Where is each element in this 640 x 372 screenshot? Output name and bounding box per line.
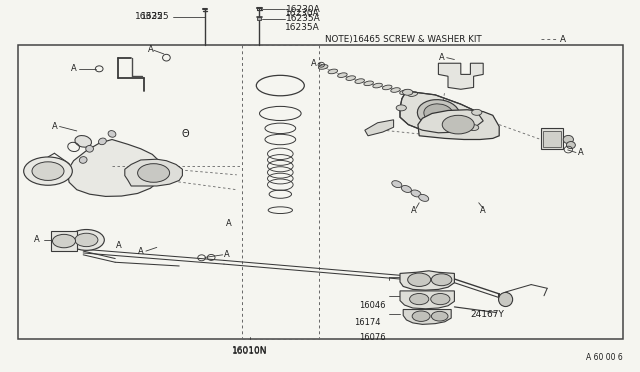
Ellipse shape — [499, 292, 513, 307]
Polygon shape — [403, 310, 451, 324]
Ellipse shape — [79, 157, 87, 163]
Ellipse shape — [75, 135, 92, 147]
Ellipse shape — [424, 104, 453, 123]
Ellipse shape — [419, 195, 429, 201]
Polygon shape — [365, 120, 394, 136]
Polygon shape — [418, 110, 499, 140]
Ellipse shape — [364, 81, 373, 86]
Text: 16235A: 16235A — [286, 14, 321, 23]
Circle shape — [431, 274, 452, 286]
Bar — [541, 128, 563, 149]
Text: 16046: 16046 — [360, 301, 386, 310]
Text: 16230A: 16230A — [286, 5, 321, 14]
Circle shape — [75, 233, 98, 247]
Ellipse shape — [338, 73, 347, 77]
Ellipse shape — [373, 83, 382, 88]
Text: A: A — [311, 59, 316, 68]
Ellipse shape — [400, 90, 409, 94]
Ellipse shape — [566, 142, 575, 149]
Ellipse shape — [108, 131, 116, 137]
Text: 16010N: 16010N — [232, 346, 268, 355]
Text: 16230A: 16230A — [285, 9, 319, 18]
Circle shape — [412, 311, 430, 321]
Circle shape — [32, 162, 64, 180]
Bar — [18, 45, 623, 339]
Ellipse shape — [401, 186, 412, 192]
Text: A: A — [71, 64, 76, 73]
Text: NOTE)16465 SCREW & WASHER KIT: NOTE)16465 SCREW & WASHER KIT — [325, 35, 482, 44]
Bar — [543, 131, 561, 147]
Text: A: A — [225, 250, 230, 259]
Bar — [257, 8, 261, 10]
Ellipse shape — [319, 65, 328, 69]
Circle shape — [24, 157, 72, 185]
Ellipse shape — [392, 181, 402, 187]
Text: A: A — [148, 45, 153, 54]
Circle shape — [442, 115, 474, 134]
Text: A: A — [138, 247, 143, 256]
Circle shape — [472, 109, 482, 115]
Ellipse shape — [408, 92, 417, 96]
Polygon shape — [400, 91, 483, 133]
Ellipse shape — [383, 85, 392, 90]
Text: 24167Y: 24167Y — [470, 310, 504, 319]
Text: 16076: 16076 — [359, 333, 386, 342]
Ellipse shape — [346, 76, 355, 80]
Circle shape — [408, 273, 431, 286]
Bar — [51, 231, 77, 251]
Ellipse shape — [411, 190, 421, 197]
Text: A: A — [412, 206, 417, 215]
Text: 16010N: 16010N — [232, 347, 268, 356]
Text: Θ: Θ — [182, 129, 189, 139]
Ellipse shape — [563, 135, 573, 144]
Text: 16174: 16174 — [355, 318, 381, 327]
Polygon shape — [400, 291, 454, 309]
Polygon shape — [67, 140, 163, 196]
Circle shape — [52, 234, 76, 248]
Text: 16325: 16325 — [134, 12, 163, 21]
Text: A: A — [439, 53, 444, 62]
Ellipse shape — [417, 100, 460, 127]
Text: A: A — [52, 122, 57, 131]
Circle shape — [396, 105, 406, 111]
Bar — [257, 17, 261, 20]
Text: A: A — [481, 206, 486, 215]
Ellipse shape — [99, 138, 106, 145]
Ellipse shape — [391, 88, 400, 92]
Circle shape — [403, 89, 413, 95]
Text: A 60 00 6: A 60 00 6 — [586, 353, 622, 362]
Ellipse shape — [86, 145, 93, 152]
Ellipse shape — [328, 69, 337, 74]
Text: A: A — [227, 219, 232, 228]
Ellipse shape — [355, 79, 364, 83]
Circle shape — [431, 311, 448, 321]
Text: 16325: 16325 — [141, 12, 170, 21]
Polygon shape — [125, 159, 182, 186]
Polygon shape — [400, 271, 454, 290]
Text: A: A — [578, 148, 583, 157]
Polygon shape — [438, 63, 483, 89]
Circle shape — [138, 164, 170, 182]
Text: A: A — [560, 35, 566, 44]
Circle shape — [410, 294, 429, 305]
Text: A: A — [35, 235, 40, 244]
Circle shape — [431, 294, 450, 305]
Circle shape — [468, 125, 479, 131]
Circle shape — [68, 230, 104, 250]
Text: 16235A: 16235A — [285, 23, 319, 32]
Text: A: A — [116, 241, 121, 250]
